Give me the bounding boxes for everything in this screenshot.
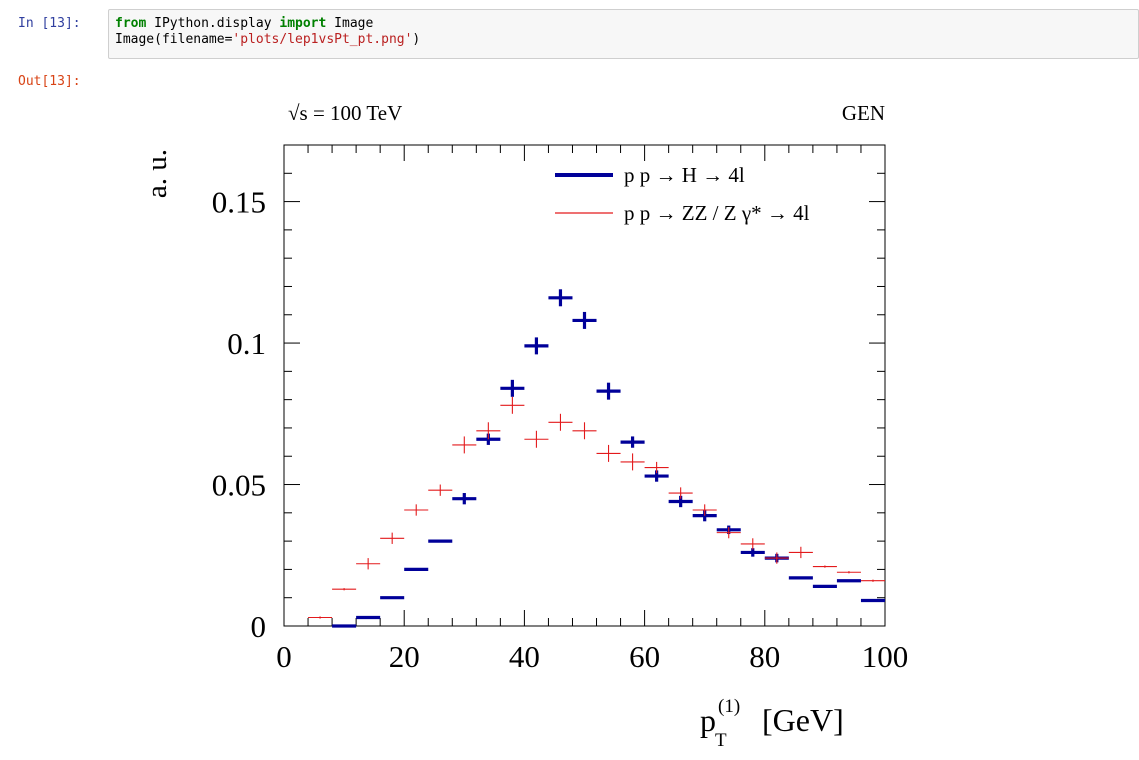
- code-line-1: from IPython.display import Image: [115, 16, 1132, 32]
- code-cell[interactable]: from IPython.display import Image Image(f…: [108, 9, 1139, 59]
- code-call: Image(filename=: [115, 32, 233, 47]
- x-axis-label: p (1) T [GeV]: [700, 696, 844, 751]
- legend-label-zz: p p → ZZ / Z γ* → 4l: [624, 201, 810, 225]
- y-tick-label: 0: [251, 609, 267, 644]
- x-tick-label: 40: [509, 639, 540, 674]
- plot-frame: [283, 144, 886, 627]
- y-axis-label: a. u.: [141, 149, 173, 198]
- x-tick-label: 20: [389, 639, 420, 674]
- data-marks: [308, 289, 885, 628]
- tick-labels: 0 20 40 60 80 100 0 0.05 0.1 0.15: [212, 185, 909, 674]
- x-axis-label-sup: (1): [718, 696, 740, 717]
- in-prompt: In [13]:: [18, 16, 81, 31]
- code-close-paren: ): [412, 32, 421, 47]
- code-string: 'plots/lep1vsPt_pt.png': [232, 32, 413, 47]
- annotation-gen: GEN: [842, 101, 885, 125]
- code-module: IPython.display: [146, 16, 280, 31]
- x-tick-label: 0: [276, 639, 292, 674]
- x-tick-label: 60: [629, 639, 660, 674]
- code-import-name: Image: [326, 16, 374, 31]
- series-zz: [308, 396, 885, 619]
- legend-label-higgs: p p → H → 4l: [624, 163, 745, 187]
- out-prompt: Out[13]:: [18, 74, 81, 89]
- x-axis-label-unit: [GeV]: [762, 702, 844, 738]
- y-tick-label: 0.1: [227, 326, 266, 361]
- x-axis-label-sub: T: [715, 730, 727, 751]
- code-keyword-from: from: [115, 16, 147, 31]
- code-line-2: Image(filename='plots/lep1vsPt_pt.png'): [115, 32, 1132, 48]
- code-keyword-import: import: [279, 16, 327, 31]
- y-tick-label: 0.15: [212, 185, 266, 220]
- x-tick-label: 100: [862, 639, 909, 674]
- output-area: 0 20 40 60 80 100 0 0.05 0.1 0.15 √s = 100 TeV GE…: [108, 70, 1139, 760]
- x-axis-label-main: p: [700, 702, 716, 738]
- legend: p p → H → 4l p p → ZZ / Z γ* → 4l: [555, 163, 810, 225]
- annotation-sqrt-s: √s = 100 TeV: [288, 101, 402, 125]
- x-tick-label: 80: [749, 639, 780, 674]
- axis-ticks: [283, 144, 886, 627]
- histogram-plot: 0 20 40 60 80 100 0 0.05 0.1 0.15 √s = 100 TeV GE…: [141, 101, 909, 751]
- y-tick-label: 0.05: [212, 468, 266, 503]
